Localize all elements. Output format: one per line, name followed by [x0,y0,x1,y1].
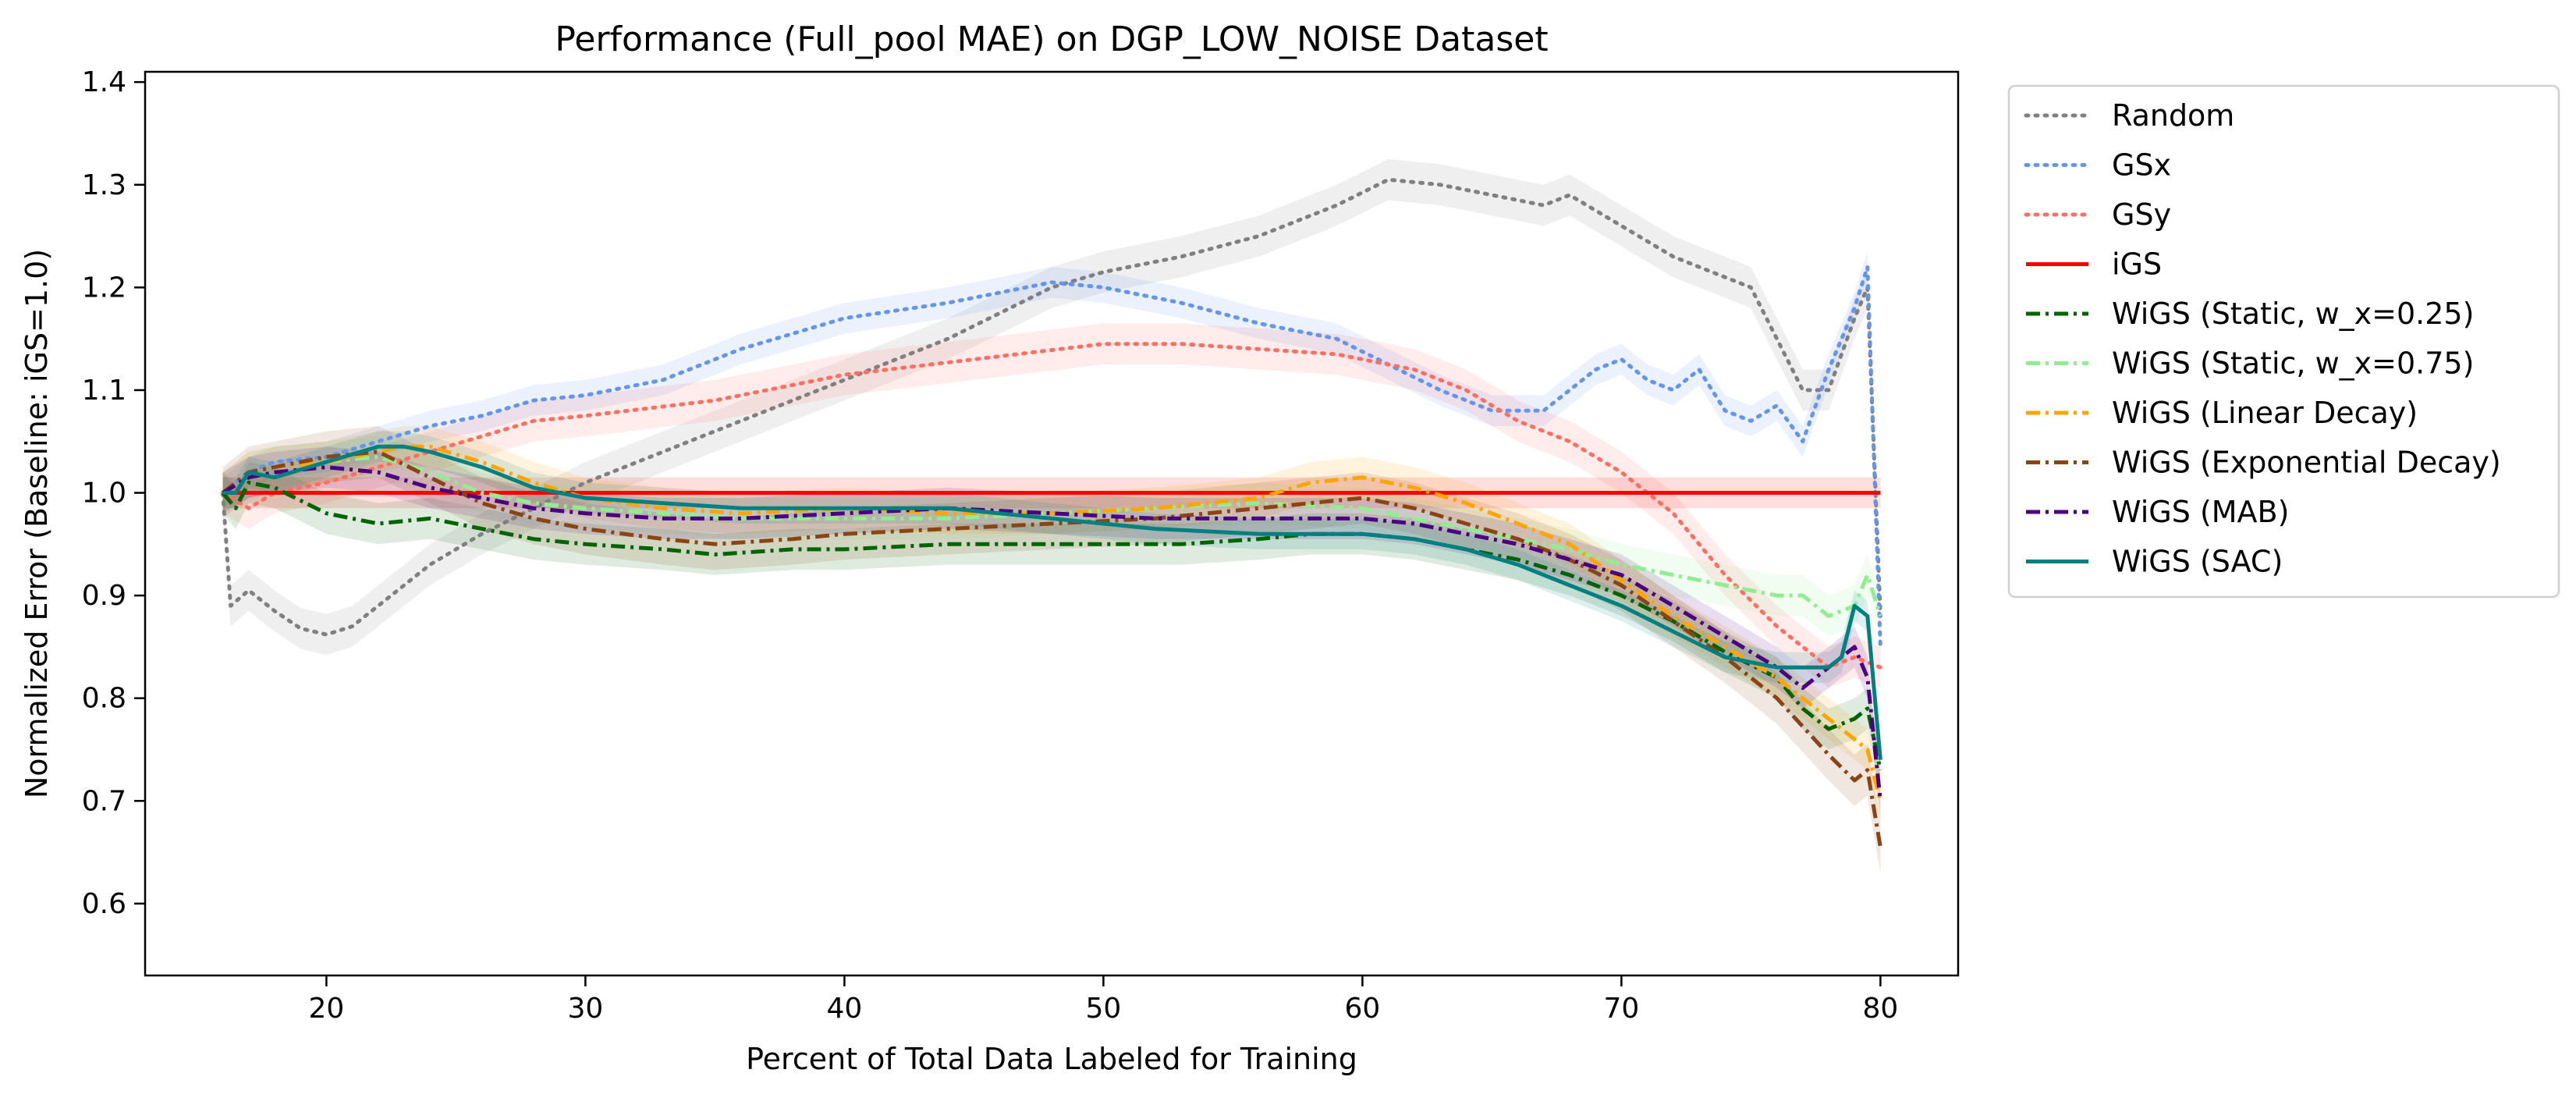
series-line-gsx [221,265,1882,649]
series-line-gsy [221,342,1882,670]
series-line-random [221,177,1882,637]
x-tick-label: 80 [1862,993,1898,1025]
y-tick-label: 0.7 [82,785,126,817]
chart-title: Performance (Full_pool MAE) on DGP_LOW_N… [555,20,1548,59]
band-random [222,158,1881,656]
y-tick-label: 1.0 [82,478,126,510]
band-wigs-static-w-x-0-25 [222,462,1881,791]
plot-frame [144,70,1960,977]
y-tick-label: 0.8 [82,683,126,715]
y-tick-label: 1.4 [82,66,126,98]
band-gsy [222,323,1881,688]
series-line-wigs-sac [222,444,1882,760]
legend-label-wigs-static-w-x-0-25: WiGS (Static, w_x=0.25) [2112,297,2474,331]
y-tick-label: 1.1 [82,375,126,407]
confidence-bands [222,158,1881,873]
y-tick-label: 0.6 [82,888,126,920]
x-tick-label: 30 [567,993,603,1025]
legend-label-wigs-linear-decay: WiGS (Linear Decay) [2112,396,2418,430]
legend-label-wigs-sac: WiGS (SAC) [2112,545,2283,579]
x-tick-label: 20 [308,993,344,1025]
legend-label-wigs-exponential-decay: WiGS (Exponential Decay) [2112,446,2501,480]
band-wigs-exponential-decay [222,426,1881,873]
legend-label-gsx: GSx [2112,148,2171,183]
x-axis-label: Percent of Total Data Labeled for Traini… [746,1042,1357,1076]
band-wigs-mab [222,446,1881,822]
y-tick-label: 1.2 [82,272,126,304]
x-axis-ticks: 20 30 40 50 60 70 80 [308,975,1898,1025]
legend-box [2007,84,2560,599]
series-lines [221,177,1882,847]
series-line-wigs-mab [222,465,1882,801]
x-tick-label: 40 [826,993,862,1025]
x-tick-label: 60 [1344,993,1380,1025]
legend: Random GSx GSy iGS WiGS (Static, w_x=0.25) Wi… [2007,84,2560,599]
y-tick-label: 1.3 [82,169,126,201]
legend-label-gsy: GSy [2112,197,2171,232]
band-wigs-linear-decay [222,426,1881,822]
legend-label-wigs-mab: WiGS (MAB) [2112,495,2289,529]
legend-label-igs: iGS [2112,247,2162,282]
y-tick-label: 0.9 [82,580,126,612]
legend-label-wigs-static-w-x-0-75: WiGS (Static, w_x=0.75) [2112,346,2474,381]
x-tick-label: 70 [1603,993,1639,1025]
y-axis-ticks: 0.6 0.7 0.8 0.9 1.0 1.1 1.2 1.3 1.4 [82,66,145,920]
legend-label-random: Random [2112,98,2234,133]
y-axis-label: Normalized Error (Baseline: iGS=1.0) [20,249,54,798]
x-tick-label: 50 [1085,993,1121,1025]
